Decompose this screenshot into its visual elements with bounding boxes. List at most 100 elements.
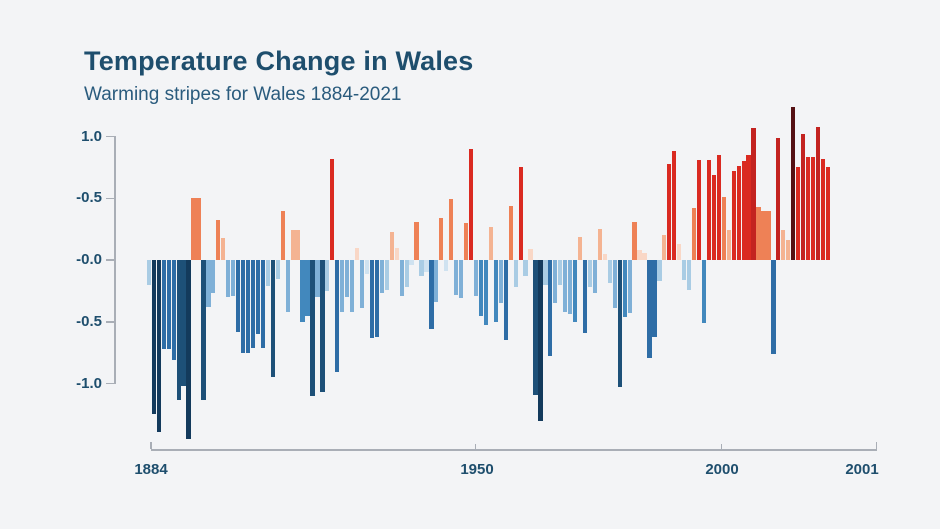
bar-1985 [647, 260, 652, 358]
bar-1999 [716, 155, 721, 260]
x-axis-line [151, 449, 877, 451]
bar-1959 [518, 167, 523, 260]
bar-1914 [295, 230, 300, 260]
bar-1898 [216, 220, 221, 260]
bar-1917 [310, 260, 315, 396]
bar-1903 [240, 260, 246, 353]
bar-1973 [587, 260, 593, 288]
x-tick [150, 442, 152, 449]
bar-1886 [156, 260, 161, 432]
bar-1932 [384, 260, 389, 290]
bar-1995 [696, 159, 702, 260]
bar-1948 [463, 222, 469, 260]
bar-2001 [726, 230, 731, 260]
bar-1992 [682, 260, 687, 280]
x-tick-label: 1884 [134, 461, 168, 478]
y-tick [106, 382, 114, 385]
bar-1936 [404, 260, 409, 288]
bar-1929 [369, 260, 375, 338]
bar-1943 [439, 218, 444, 260]
y-tick [106, 135, 114, 138]
bar-1925 [349, 260, 355, 312]
bar-1944 [444, 260, 449, 272]
bar-2005 [746, 155, 751, 260]
bar-1937 [409, 260, 414, 265]
bar-1896 [206, 260, 211, 307]
bar-1977 [607, 260, 612, 284]
bar-1947 [459, 260, 464, 299]
bar-1958 [513, 260, 518, 288]
bar-1996 [701, 260, 707, 323]
bar-1976 [602, 253, 607, 260]
x-tick [720, 444, 723, 449]
chart-title: Temperature Change in Wales [84, 46, 474, 76]
bar-1975 [597, 229, 603, 260]
bar-1949 [468, 148, 474, 260]
y-tick-label: -0.0 [76, 251, 102, 268]
bar-1953 [488, 226, 493, 260]
bar-1954 [493, 260, 498, 322]
bar-1967 [558, 260, 563, 285]
x-tick-label: 2001 [845, 461, 879, 478]
bar-1955 [498, 260, 503, 304]
x-tick [875, 442, 878, 449]
bar-1983 [637, 250, 642, 260]
bar-1923 [340, 260, 345, 312]
bar-1891 [181, 260, 186, 386]
bar-2021 [825, 167, 831, 260]
bar-1994 [691, 208, 697, 260]
bar-1887 [161, 260, 166, 349]
bar-2004 [741, 161, 746, 260]
bar-1952 [483, 260, 489, 326]
bar-1998 [711, 174, 717, 260]
bar-1892 [186, 260, 191, 440]
bar-1978 [612, 260, 617, 309]
bar-1901 [231, 260, 236, 296]
bar-1912 [285, 260, 290, 312]
bar-1911 [280, 210, 285, 260]
bar-1956 [503, 260, 508, 341]
bar-1991 [677, 243, 682, 260]
bar-1926 [354, 247, 360, 260]
bar-1902 [236, 260, 241, 332]
bar-1904 [245, 260, 251, 353]
bar-1919 [320, 260, 325, 393]
bar-1920 [325, 260, 330, 291]
bar-1962 [533, 260, 538, 395]
bar-1930 [374, 260, 380, 337]
bar-2002 [731, 171, 736, 260]
bar-1989 [667, 163, 672, 260]
bar-1966 [553, 260, 558, 304]
bar-1974 [592, 260, 598, 294]
bar-1927 [359, 260, 365, 309]
bar-1884 [146, 260, 152, 285]
bar-1982 [632, 221, 637, 260]
bar-1899 [221, 237, 226, 260]
bar-1913 [290, 230, 295, 260]
bar-1895 [201, 260, 206, 400]
bar-1946 [454, 260, 459, 295]
bar-1918 [315, 260, 320, 298]
bar-1909 [270, 260, 275, 378]
bar-1951 [478, 260, 484, 316]
y-tick [106, 321, 114, 323]
bar-2003 [736, 166, 741, 260]
bar-1885 [151, 260, 156, 415]
y-axis-line [114, 136, 116, 384]
bar-1942 [434, 260, 439, 302]
bar-1893 [191, 198, 196, 260]
bar-1928 [364, 260, 370, 274]
bar-2016 [800, 134, 806, 260]
bar-1907 [260, 260, 266, 348]
bar-1888 [166, 260, 171, 349]
bar-2017 [805, 157, 811, 260]
bar-1889 [171, 260, 176, 361]
bar-1972 [582, 260, 588, 333]
chart-subtitle: Warming stripes for Wales 1884-2021 [84, 84, 402, 105]
bar-2013 [786, 240, 791, 260]
bar-2020 [820, 158, 826, 260]
bar-1957 [508, 205, 513, 260]
bar-2009 [766, 210, 771, 260]
bar-1924 [345, 260, 350, 298]
bar-2011 [776, 137, 781, 260]
